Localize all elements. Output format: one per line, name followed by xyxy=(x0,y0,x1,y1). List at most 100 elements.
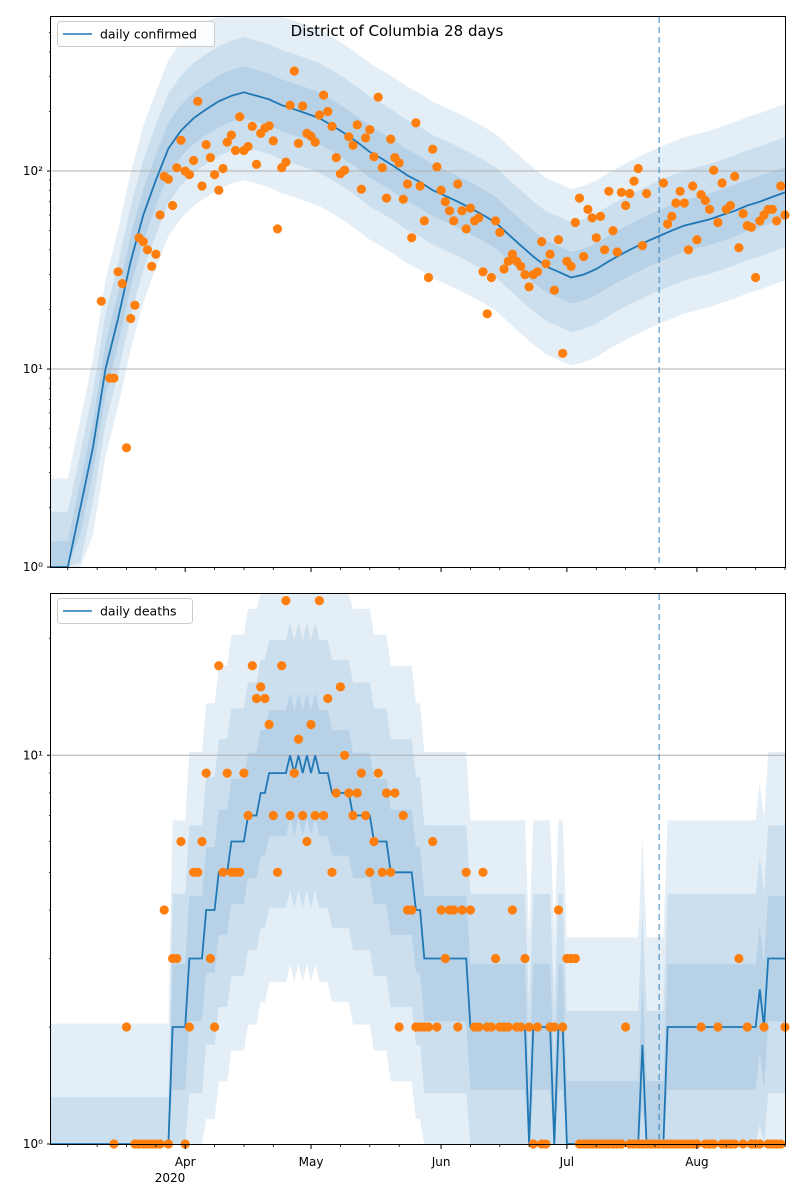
data-point xyxy=(285,810,295,821)
data-point xyxy=(549,1022,559,1032)
data-point xyxy=(423,272,434,283)
data-point xyxy=(293,138,304,148)
data-point xyxy=(323,106,333,117)
data-point xyxy=(298,810,308,821)
data-point xyxy=(608,226,618,236)
data-point xyxy=(725,200,736,211)
data-point xyxy=(465,905,475,915)
data-point xyxy=(415,181,425,191)
data-point xyxy=(243,810,253,821)
data-point xyxy=(142,245,153,255)
data-point xyxy=(553,905,564,915)
data-point xyxy=(277,661,287,671)
data-point xyxy=(138,237,148,247)
confirmed-legend-label: daily confirmed xyxy=(100,27,197,42)
deaths-legend-label: daily deaths xyxy=(100,604,177,619)
data-point xyxy=(704,204,715,214)
data-point xyxy=(352,788,362,798)
data-point xyxy=(713,217,723,228)
data-point xyxy=(537,237,547,247)
data-point xyxy=(251,159,262,169)
confirmed-x-axis xyxy=(67,567,786,572)
data-point xyxy=(373,768,383,778)
data-point xyxy=(356,184,366,194)
data-point xyxy=(428,144,438,154)
data-point xyxy=(247,661,257,671)
data-point xyxy=(189,155,199,166)
data-point xyxy=(436,905,446,915)
data-point xyxy=(482,309,492,319)
year-label: 2020 xyxy=(155,1171,186,1185)
deaths-axes-frame xyxy=(50,593,786,1145)
data-point xyxy=(205,153,215,163)
data-point xyxy=(331,153,341,163)
data-point xyxy=(96,296,106,306)
data-point xyxy=(193,867,203,877)
data-point xyxy=(621,200,631,211)
data-point xyxy=(465,203,475,213)
data-point xyxy=(746,222,757,232)
data-point xyxy=(558,1022,568,1032)
data-point xyxy=(457,905,467,915)
data-point xyxy=(298,101,308,111)
data-point xyxy=(776,181,786,191)
data-point xyxy=(159,905,169,915)
data-point xyxy=(612,247,622,257)
confirmed-panel: 10⁰ 10¹ 10² daily confirmed District of Co… xyxy=(23,16,790,574)
confirmed-data-points xyxy=(96,66,790,453)
data-point xyxy=(155,210,165,220)
y-tick-label: 10⁰ xyxy=(23,1137,43,1151)
data-point xyxy=(335,682,345,692)
data-point xyxy=(218,867,228,877)
y-tick-label: 10¹ xyxy=(23,362,43,376)
data-point xyxy=(486,1022,496,1032)
data-point xyxy=(344,788,354,798)
data-point xyxy=(688,181,698,191)
data-point xyxy=(214,185,224,195)
data-point xyxy=(239,768,249,778)
data-point xyxy=(176,135,186,145)
data-point xyxy=(381,193,392,203)
data-point xyxy=(243,141,253,152)
data-point xyxy=(507,249,517,259)
data-point xyxy=(457,206,467,216)
data-point xyxy=(398,194,408,204)
data-point xyxy=(348,140,358,150)
data-point xyxy=(444,206,455,216)
data-point xyxy=(226,130,236,140)
data-point xyxy=(600,245,610,255)
data-point xyxy=(302,836,312,847)
data-point xyxy=(621,1022,631,1032)
x-tick-label: Apr xyxy=(175,1155,196,1169)
data-point xyxy=(553,235,564,245)
data-point xyxy=(671,198,681,208)
data-point xyxy=(516,261,526,271)
data-point xyxy=(423,1022,434,1032)
data-point xyxy=(503,256,513,266)
data-point xyxy=(327,121,337,131)
data-point xyxy=(222,137,232,147)
uncertainty-band-3 xyxy=(51,594,785,1144)
data-point xyxy=(734,243,744,253)
data-point xyxy=(574,193,585,203)
data-point xyxy=(340,750,350,760)
data-point xyxy=(281,157,291,167)
data-point xyxy=(377,163,387,173)
data-point xyxy=(281,596,291,606)
data-point xyxy=(491,216,501,226)
data-point xyxy=(541,259,551,269)
data-point xyxy=(218,163,228,174)
data-point xyxy=(524,1022,534,1032)
data-point xyxy=(407,233,417,243)
data-point xyxy=(667,211,677,221)
data-point xyxy=(390,788,400,798)
data-point xyxy=(675,186,685,196)
data-point xyxy=(398,810,408,821)
data-point xyxy=(386,134,396,144)
data-point xyxy=(503,1022,513,1032)
data-point xyxy=(751,272,761,283)
data-point xyxy=(289,66,299,76)
data-point xyxy=(738,209,748,219)
data-point xyxy=(323,693,333,704)
data-point xyxy=(545,249,555,259)
